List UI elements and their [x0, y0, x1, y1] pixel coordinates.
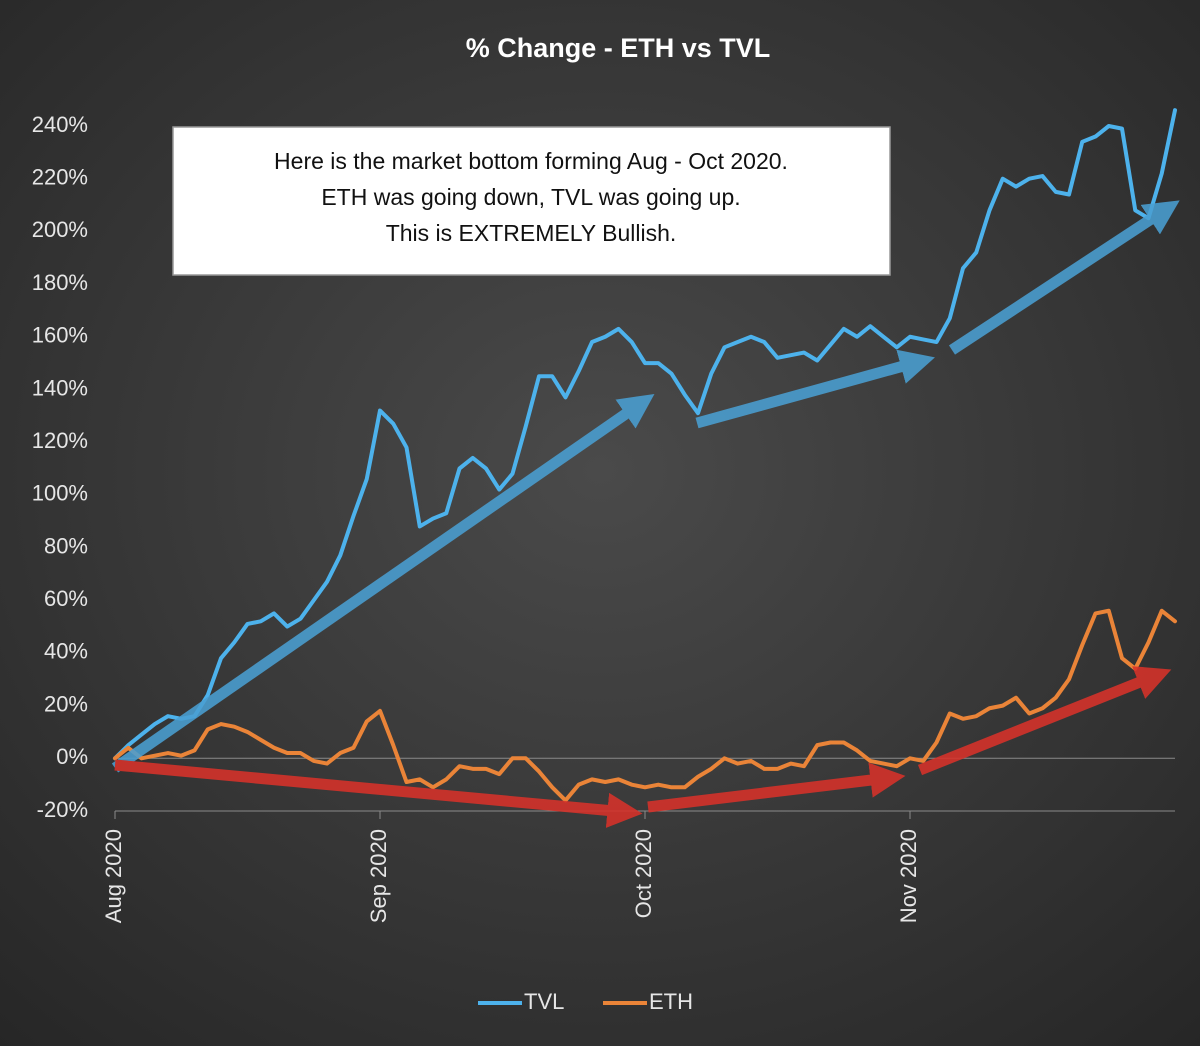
series-line	[113, 608, 1177, 803]
legend: TVL ETH	[478, 989, 693, 1014]
trend-arrow	[111, 393, 655, 773]
y-tick-label: 60%	[44, 586, 88, 611]
x-tick-label: Oct 2020	[631, 829, 656, 918]
y-tick-label: 20%	[44, 691, 88, 716]
trend-arrow	[695, 349, 935, 429]
annotation-line: This is EXTREMELY Bullish.	[386, 220, 677, 246]
trend-arrow	[917, 666, 1172, 776]
x-tick-label: Aug 2020	[101, 829, 126, 923]
trend-arrow	[114, 759, 643, 828]
y-tick-label: 200%	[32, 217, 88, 242]
annotation-line: Here is the market bottom forming Aug - …	[274, 148, 788, 174]
annotation-line: ETH was going down, TVL was going up.	[321, 184, 740, 210]
y-tick-label: 120%	[32, 428, 88, 453]
y-tick-label: 100%	[32, 481, 88, 506]
trend-arrow	[647, 762, 906, 813]
y-tick-label: -20%	[37, 797, 88, 822]
annotation: Here is the market bottom forming Aug - …	[172, 126, 891, 276]
y-tick-label: 40%	[44, 639, 88, 664]
trend-arrow	[948, 200, 1180, 355]
annotation-box	[172, 126, 891, 276]
y-tick-label: 160%	[32, 323, 88, 348]
y-tick-label: 240%	[32, 112, 88, 137]
series-line	[113, 108, 1177, 761]
y-tick-label: 80%	[44, 533, 88, 558]
legend-label: ETH	[649, 989, 693, 1014]
y-tick-label: 0%	[56, 744, 88, 769]
chart-title: % Change - ETH vs TVL	[466, 33, 771, 63]
y-tick-label: 140%	[32, 375, 88, 400]
legend-label: TVL	[524, 989, 564, 1014]
x-tick-label: Nov 2020	[896, 829, 921, 923]
x-tick-label: Sep 2020	[366, 829, 391, 923]
y-tick-label: 220%	[32, 165, 88, 190]
plot-area: -20% 0% 20% 40% 60% 80% 100% 120% 140% 160% 180% 20…	[32, 108, 1177, 923]
trend-arrows	[111, 200, 1180, 828]
y-tick-label: 180%	[32, 270, 88, 295]
